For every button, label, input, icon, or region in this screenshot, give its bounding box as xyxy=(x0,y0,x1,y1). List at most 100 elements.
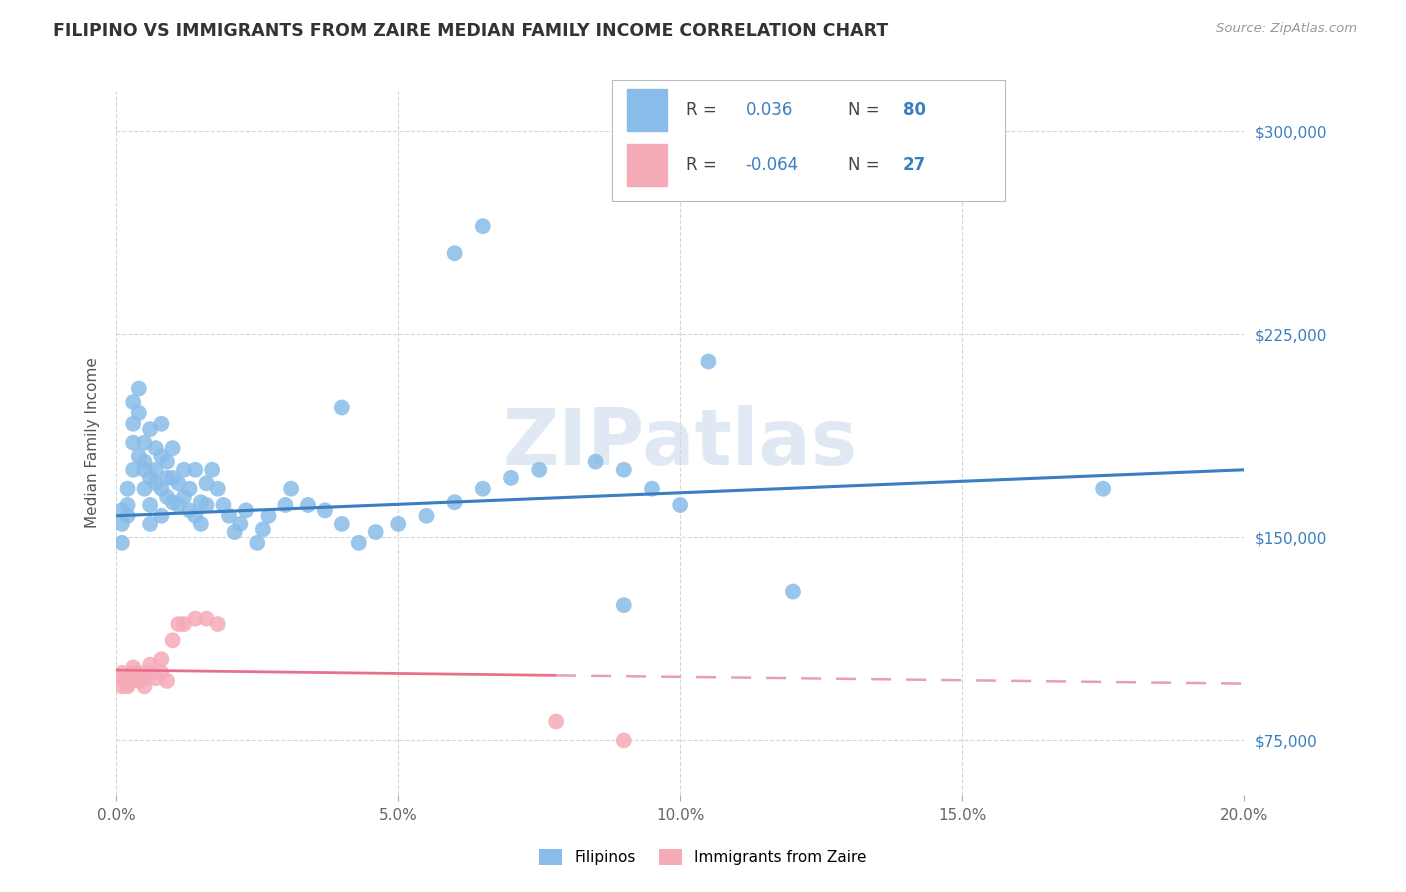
Point xyxy=(156,471,179,485)
Point xyxy=(1092,482,1115,496)
Text: N =: N = xyxy=(848,155,884,174)
Point xyxy=(139,422,162,436)
Point xyxy=(134,455,156,469)
Point xyxy=(229,516,252,531)
Point xyxy=(207,617,229,632)
Point xyxy=(134,435,156,450)
Point xyxy=(613,463,636,477)
Text: -0.064: -0.064 xyxy=(745,155,799,174)
Point xyxy=(111,503,134,517)
Text: R =: R = xyxy=(686,155,723,174)
Point xyxy=(128,449,150,463)
Point xyxy=(111,516,134,531)
Point xyxy=(162,441,184,455)
Point xyxy=(128,406,150,420)
Point xyxy=(613,598,636,612)
Point xyxy=(139,657,162,672)
Point xyxy=(280,482,302,496)
Point xyxy=(150,652,173,666)
Point xyxy=(179,503,201,517)
Point xyxy=(641,482,664,496)
Point xyxy=(134,679,156,693)
Point xyxy=(297,498,319,512)
Point xyxy=(128,673,150,688)
Point xyxy=(257,508,280,523)
Point xyxy=(117,673,139,688)
Text: FILIPINO VS IMMIGRANTS FROM ZAIRE MEDIAN FAMILY INCOME CORRELATION CHART: FILIPINO VS IMMIGRANTS FROM ZAIRE MEDIAN… xyxy=(53,22,889,40)
Point xyxy=(314,503,336,517)
Point xyxy=(195,612,218,626)
Point xyxy=(184,508,207,523)
Point xyxy=(122,671,145,685)
Point xyxy=(167,476,190,491)
Point xyxy=(585,455,607,469)
Point xyxy=(150,508,173,523)
Point xyxy=(330,516,353,531)
Point xyxy=(150,417,173,431)
Point xyxy=(613,733,636,747)
Point xyxy=(122,417,145,431)
Point xyxy=(134,671,156,685)
Point xyxy=(167,498,190,512)
Point xyxy=(145,671,167,685)
Point xyxy=(195,476,218,491)
Point xyxy=(190,495,212,509)
Point xyxy=(162,633,184,648)
Point xyxy=(156,490,179,504)
Point xyxy=(167,617,190,632)
Point xyxy=(117,482,139,496)
Point xyxy=(184,463,207,477)
Point xyxy=(782,584,804,599)
Point xyxy=(128,665,150,680)
Point xyxy=(212,498,235,512)
Point xyxy=(128,382,150,396)
Point xyxy=(195,498,218,512)
Point xyxy=(145,441,167,455)
Point xyxy=(156,455,179,469)
Point xyxy=(156,673,179,688)
Point xyxy=(173,490,195,504)
Point xyxy=(443,246,465,260)
Point xyxy=(150,665,173,680)
Point xyxy=(471,219,494,234)
Point xyxy=(139,516,162,531)
Point xyxy=(499,471,522,485)
Point xyxy=(218,508,240,523)
Point xyxy=(117,508,139,523)
Bar xyxy=(627,88,666,131)
Point xyxy=(330,401,353,415)
Point xyxy=(117,679,139,693)
Point xyxy=(111,665,134,680)
Point xyxy=(207,482,229,496)
Point xyxy=(173,463,195,477)
Point xyxy=(387,516,409,531)
Point xyxy=(122,665,145,680)
Text: ZIPatlas: ZIPatlas xyxy=(503,405,858,481)
Point xyxy=(111,671,134,685)
Legend: Filipinos, Immigrants from Zaire: Filipinos, Immigrants from Zaire xyxy=(533,843,873,871)
Point xyxy=(150,482,173,496)
Text: R =: R = xyxy=(686,102,723,120)
Point xyxy=(162,471,184,485)
Point xyxy=(117,498,139,512)
Point xyxy=(173,617,195,632)
Bar xyxy=(627,145,666,186)
Point xyxy=(111,679,134,693)
Point xyxy=(201,463,224,477)
Point xyxy=(529,463,551,477)
Text: N =: N = xyxy=(848,102,884,120)
Point xyxy=(274,498,297,512)
Point xyxy=(184,612,207,626)
Point xyxy=(134,463,156,477)
Point xyxy=(364,524,387,539)
Point xyxy=(546,714,568,729)
Point xyxy=(347,536,370,550)
Point xyxy=(122,660,145,674)
Point xyxy=(471,482,494,496)
Point xyxy=(697,354,720,368)
Text: Source: ZipAtlas.com: Source: ZipAtlas.com xyxy=(1216,22,1357,36)
Point xyxy=(134,482,156,496)
Y-axis label: Median Family Income: Median Family Income xyxy=(86,358,100,528)
Point xyxy=(122,435,145,450)
Point xyxy=(669,498,692,512)
